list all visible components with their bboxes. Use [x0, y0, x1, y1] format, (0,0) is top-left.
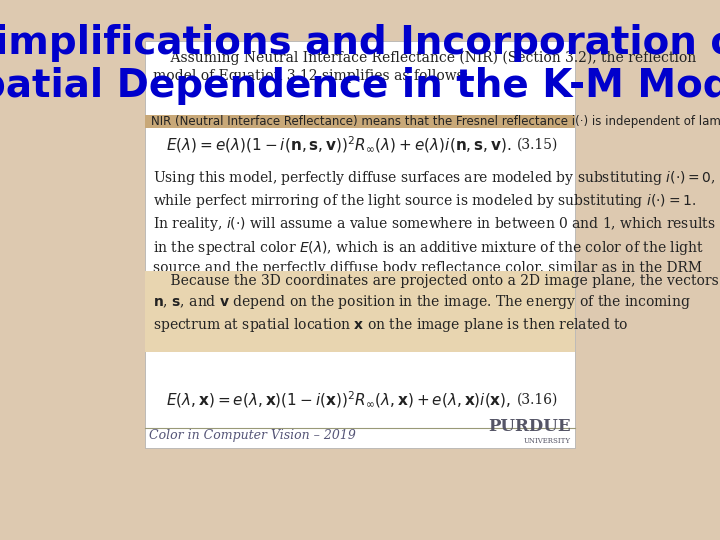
Text: Assuming Neutral Interface Reflectance (NIR) (Section 3.2), the reflection
model: Assuming Neutral Interface Reflectance (… — [153, 51, 697, 84]
Text: (3.15): (3.15) — [516, 138, 558, 151]
Text: $E(\lambda) = e(\lambda)(1 - i(\mathbf{n}, \mathbf{s}, \mathbf{v}))^2 R_\infty(\: $E(\lambda) = e(\lambda)(1 - i(\mathbf{n… — [166, 134, 511, 155]
Text: UNIVERSITY: UNIVERSITY — [523, 437, 570, 445]
FancyBboxPatch shape — [145, 114, 575, 128]
Text: (3.16): (3.16) — [516, 392, 558, 406]
Text: Simplifications and Incorporation of
Spatial Dependence in the K-M Model: Simplifications and Incorporation of Spa… — [0, 24, 720, 105]
Text: NIR (Neutral Interface Reflectance) means that the Fresnel reflectance i(·) is i: NIR (Neutral Interface Reflectance) mean… — [151, 114, 720, 128]
Text: PURDUE: PURDUE — [488, 418, 570, 435]
FancyBboxPatch shape — [145, 40, 575, 448]
Text: Using this model, perfectly diffuse surfaces are modeled by substituting $i(\cdo: Using this model, perfectly diffuse surf… — [153, 169, 716, 293]
Text: $E(\lambda, \mathbf{x}) = e(\lambda, \mathbf{x})(1 - i(\mathbf{x}))^2 R_\infty(\: $E(\lambda, \mathbf{x}) = e(\lambda, \ma… — [166, 389, 511, 410]
FancyBboxPatch shape — [145, 271, 575, 353]
Text: Color in Computer Vision – 2019: Color in Computer Vision – 2019 — [150, 429, 356, 442]
Text: Because the 3D coordinates are projected onto a 2D image plane, the vectors
$\ma: Because the 3D coordinates are projected… — [153, 274, 719, 334]
